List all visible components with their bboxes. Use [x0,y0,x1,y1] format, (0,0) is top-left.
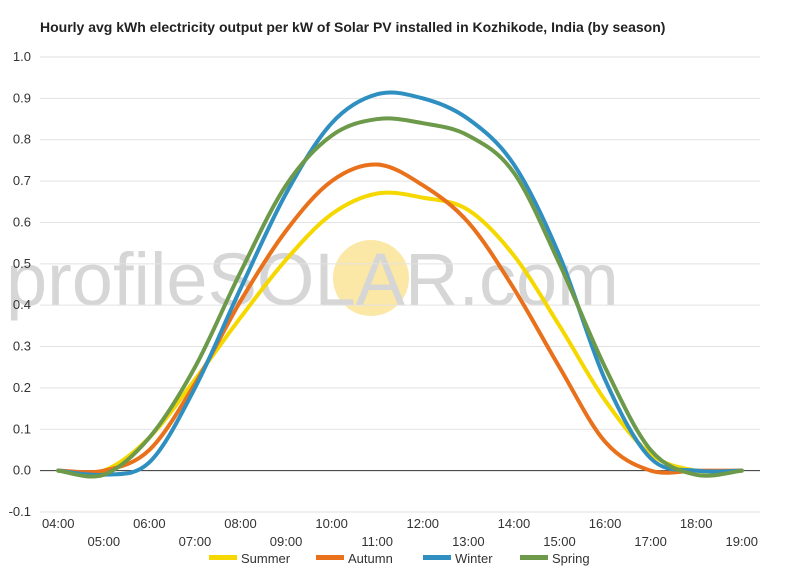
watermark-part3: .com [458,238,618,321]
legend-label-summer: Summer [241,551,291,566]
x-tick-label: 12:00 [407,516,440,531]
grid [40,56,760,513]
y-tick-label: -0.1 [9,504,31,519]
watermark-sun [333,240,409,316]
x-tick-label: 15:00 [543,534,576,549]
series-line-spring [56,116,744,479]
y-tick-label: 0.3 [13,339,31,354]
legend-swatch-winter [423,555,451,560]
y-tick-label: 0.2 [13,380,31,395]
x-tick-label: 14:00 [498,516,531,531]
watermark-text: profileSOLAR.com [6,238,619,321]
x-tick-label: 08:00 [224,516,257,531]
y-tick-label: 1.0 [13,49,31,64]
watermark: profileSOLAR.com [6,238,619,321]
y-tick-label: 0.6 [13,214,31,229]
y-tick-label: 0.1 [13,421,31,436]
y-tick-label: 0.5 [13,256,31,271]
y-tick-label: 0.0 [13,463,31,478]
y-tick-label: 0.7 [13,173,31,188]
y-tick-label: 0.9 [13,90,31,105]
watermark-part1: profile [6,238,208,321]
legend-label-autumn: Autumn [348,551,393,566]
legend-swatch-summer [209,555,237,560]
x-tick-label: 07:00 [179,534,212,549]
x-tick-label: 16:00 [589,516,622,531]
y-tick-label: 0.4 [13,297,31,312]
legend-label-winter: Winter [455,551,493,566]
x-tick-label: 19:00 [725,534,758,549]
x-tick-label: 05:00 [88,534,121,549]
legend-swatch-spring [520,555,548,560]
series-line-winter [56,90,744,478]
y-tick-label: 0.8 [13,132,31,147]
chart-title: Hourly avg kWh electricity output per kW… [40,19,666,35]
x-tick-label: 11:00 [361,534,393,549]
series [56,90,744,479]
axes: -0.1 0.0 0.1 0.2 0.3 0.4 0.5 0.6 0.7 0.8 0.9 1.0 04:… [9,49,758,549]
x-tick-label: 13:00 [452,534,485,549]
legend-label-spring: Spring [552,551,590,566]
legend-swatch-autumn [316,555,344,560]
x-tick-label: 10:00 [315,516,348,531]
x-tick-label: 06:00 [133,516,166,531]
series-line-autumn [56,162,744,475]
x-tick-label: 18:00 [680,516,713,531]
x-tick-label: 09:00 [270,534,303,549]
series-line-summer [56,190,744,476]
x-tick-label: 17:00 [634,534,667,549]
x-tick-label: 04:00 [42,516,75,531]
legend: Summer Autumn Winter Spring [209,551,590,566]
